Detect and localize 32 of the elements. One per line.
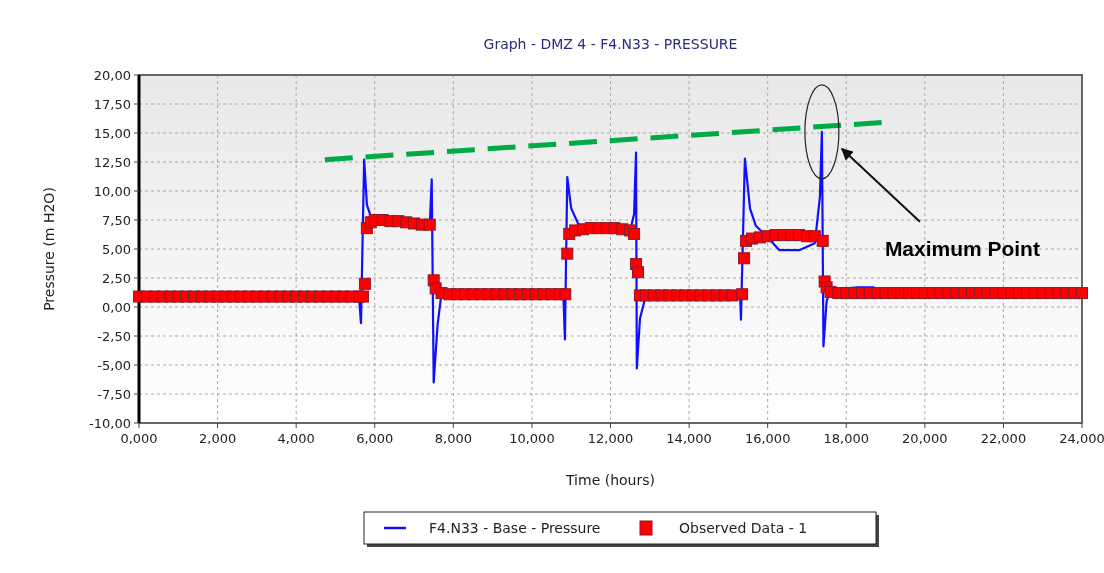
y-tick-label: -5,00 [97, 357, 131, 373]
chart-title: Graph - DMZ 4 - F4.N33 - PRESSURE [483, 36, 738, 52]
legend-label: F4.N33 - Base - Pressure [429, 520, 601, 536]
x-tick-label: 0,000 [120, 431, 158, 446]
x-tick-label: 4,000 [277, 431, 315, 446]
x-tick-label: 16,000 [744, 431, 791, 446]
y-tick-label: -7,50 [97, 386, 131, 402]
y-tick-label: -2,50 [97, 328, 131, 344]
x-tick-label: 2,000 [198, 431, 237, 446]
y-tick-label: -10,00 [89, 415, 131, 431]
x-tick-label: 18,000 [823, 431, 869, 446]
y-tick-label: 7,50 [102, 212, 131, 228]
y-tick-label: 5,00 [102, 241, 131, 257]
x-tick-label: 8,000 [434, 431, 472, 446]
legend-label: Observed Data - 1 [679, 520, 808, 536]
y-tick-label: 17,50 [93, 96, 131, 112]
x-tick-label: 12,000 [587, 431, 634, 446]
y-tick-label: 10,00 [93, 183, 131, 199]
y-tick-label: 12,50 [93, 154, 131, 170]
x-axis-title: Time (hours) [565, 472, 655, 488]
x-tick-label: 22,000 [980, 431, 1027, 446]
x-tick-label: 6,000 [356, 431, 394, 446]
x-tick-label: 14,000 [666, 431, 712, 446]
x-tick-label: 10,000 [509, 431, 555, 446]
y-tick-label: 2,50 [102, 270, 131, 286]
x-tick-label: 24,000 [1059, 431, 1104, 446]
y-tick-label: 20,00 [93, 67, 131, 83]
y-axis-title: Pressure (m H2O) [41, 187, 57, 311]
y-tick-label: 0,00 [102, 299, 131, 315]
x-tick-label: 20,000 [902, 431, 948, 446]
annotation: Maximum Point [884, 236, 1041, 260]
y-tick-label: 15,00 [93, 125, 131, 141]
